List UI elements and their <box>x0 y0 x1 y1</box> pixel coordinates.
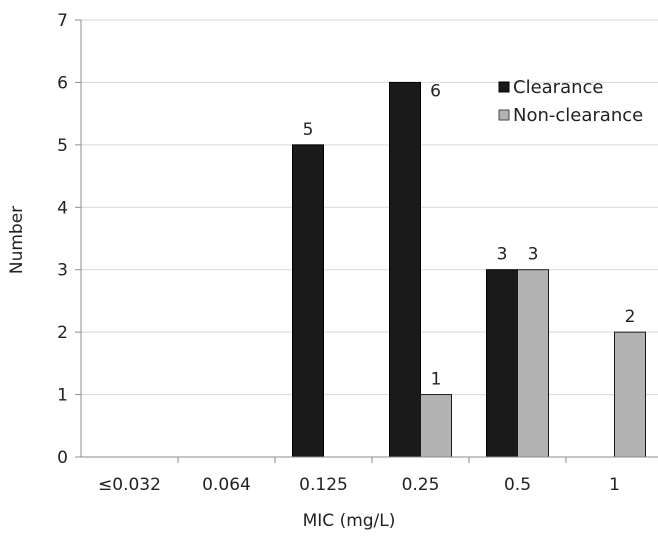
x-tick-label-0: ≤0.032 <box>98 475 161 495</box>
x-tick-label-5: 1 <box>609 475 620 495</box>
bar-non-clearance-5 <box>614 331 646 458</box>
y-tick-label-5: 5 <box>57 136 68 156</box>
data-label-clearance-2: 5 <box>303 120 314 140</box>
y-tick-label-2: 2 <box>57 323 68 343</box>
data-label-non-clearance-5: 2 <box>625 307 636 327</box>
bar-non-clearance-4 <box>517 269 549 458</box>
data-label-non-clearance-4: 3 <box>528 245 539 265</box>
y-tick-label-6: 6 <box>57 73 68 93</box>
y-tick-label-4: 4 <box>57 198 68 218</box>
data-label-non-clearance-3: 1 <box>431 370 442 390</box>
bar-clearance-2 <box>292 144 324 458</box>
axes: 0 1 2 3 4 5 6 7 ≤0.032 0.064 0.125 0.25 0.5 1 <box>57 11 658 495</box>
bar-clearance-4 <box>486 269 518 458</box>
bars <box>292 81 646 458</box>
y-tick-label-1: 1 <box>57 386 68 406</box>
bar-non-clearance-3 <box>420 394 452 458</box>
data-label-clearance-3: 6 <box>430 81 441 101</box>
x-tick-label-1: 0.064 <box>202 475 251 495</box>
legend-swatch-0 <box>498 81 510 93</box>
legend-label-1: Non-clearance <box>513 105 643 126</box>
x-tick-label-3: 0.25 <box>402 475 440 495</box>
y-axis-title: Number <box>7 206 27 274</box>
x-tick-label-2: 0.125 <box>299 475 348 495</box>
legend-label-0: Clearance <box>513 77 603 98</box>
data-labels: 5 6 3 1 3 2 <box>303 81 636 389</box>
y-tick-label-0: 0 <box>57 448 68 468</box>
data-label-clearance-4: 3 <box>497 245 508 265</box>
y-tick-label-7: 7 <box>57 11 68 31</box>
y-tick-label-3: 3 <box>57 261 68 281</box>
legend-swatch-1 <box>498 109 510 121</box>
gridlines <box>81 19 658 396</box>
legend: Clearance Non-clearance <box>498 77 643 126</box>
x-tick-label-4: 0.5 <box>504 475 531 495</box>
bar-clearance-3 <box>389 81 421 458</box>
x-axis-title: MIC (mg/L) <box>303 511 396 531</box>
